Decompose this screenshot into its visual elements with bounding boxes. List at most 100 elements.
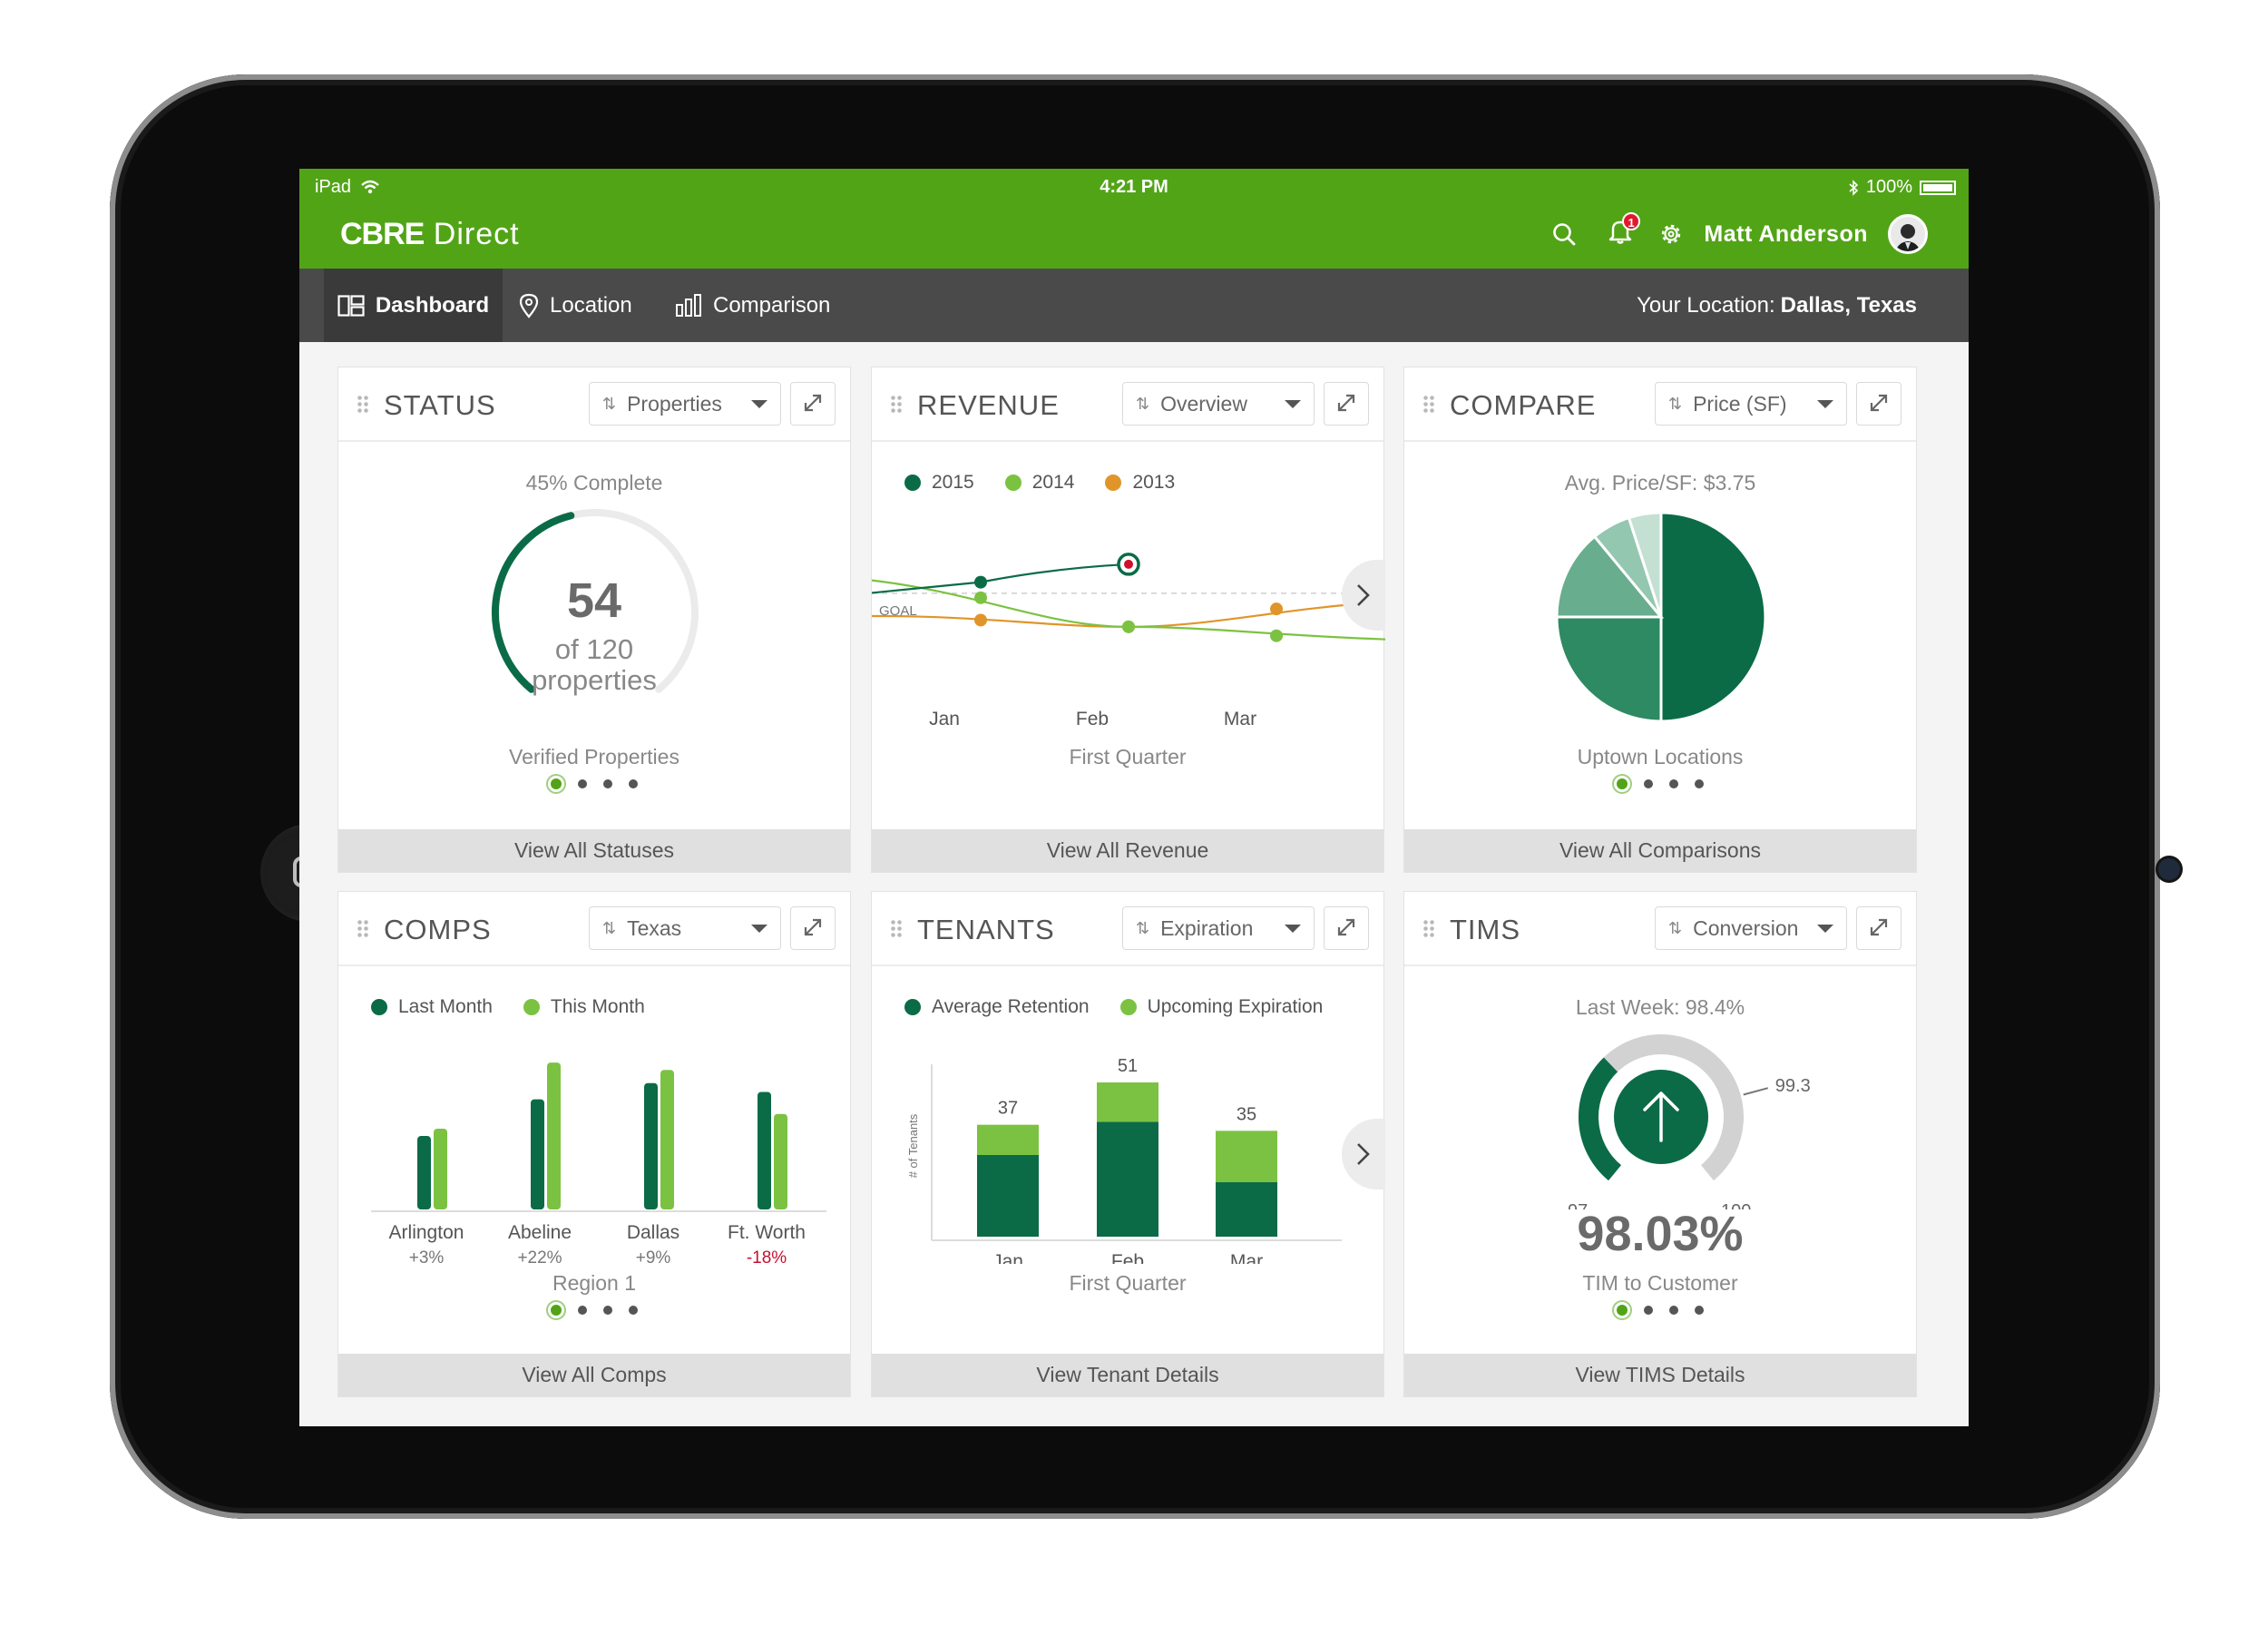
expand-button[interactable]: [1324, 906, 1369, 950]
drag-handle-icon[interactable]: [890, 395, 903, 415]
view-all-comparisons-button[interactable]: View All Comparisons: [1404, 829, 1916, 872]
location-value: Dallas, Texas: [1780, 292, 1917, 318]
bar-segment: [1216, 1131, 1277, 1182]
card-filter-dropdown[interactable]: ⇅ Overview: [1122, 382, 1315, 426]
view-all-comps-button[interactable]: View All Comps: [338, 1354, 850, 1396]
data-point: [1270, 629, 1283, 642]
bar-total-label: 51: [1118, 1056, 1138, 1076]
card-title: COMPARE: [1450, 389, 1597, 421]
change-label: +22%: [517, 1248, 562, 1264]
drag-handle-icon[interactable]: [1422, 395, 1435, 415]
device-label: iPad: [315, 177, 380, 198]
tab-location[interactable]: Location: [519, 269, 632, 342]
tims-value: 98.03%: [1577, 1207, 1744, 1261]
target-marker: [1743, 1087, 1769, 1096]
notifications-button[interactable]: 1: [1608, 211, 1641, 251]
chevron-down-icon: [1817, 400, 1833, 408]
tims-subtitle: Last Week: 98.4%: [1575, 995, 1745, 1019]
data-point: [1270, 602, 1283, 616]
legend-item: 2015: [904, 472, 974, 494]
sort-icon: ⇅: [1668, 918, 1683, 937]
card-title: TENANTS: [917, 914, 1055, 945]
wifi-icon: [360, 180, 379, 194]
sort-icon: ⇅: [602, 918, 617, 937]
data-point: [974, 613, 987, 627]
card-filter-dropdown[interactable]: ⇅ Texas: [589, 906, 781, 950]
bar: [547, 1062, 561, 1209]
current-location: Your Location: Dallas, Texas: [1637, 292, 1917, 318]
card-header: TIMS ⇅ Conversion: [1404, 892, 1916, 966]
bluetooth-icon: [1849, 179, 1859, 196]
gear-icon[interactable]: [1658, 221, 1684, 247]
highlight-point-core: [1124, 559, 1133, 569]
bar: [758, 1091, 771, 1209]
card-header: COMPS ⇅ Texas: [338, 892, 850, 966]
bar-segment: [1097, 1121, 1158, 1237]
expand-icon: [1337, 918, 1355, 936]
card-title: COMPS: [384, 914, 492, 945]
tab-comparison-label: Comparison: [713, 292, 831, 318]
x-tick-label: Abeline: [508, 1222, 572, 1243]
app-header: iPad 4:21 PM 100% CBRE Direct: [299, 169, 1969, 269]
legend-item: 2013: [1105, 472, 1175, 494]
view-tenant-details-button[interactable]: View Tenant Details: [872, 1354, 1383, 1396]
expand-button[interactable]: [1856, 382, 1901, 426]
x-tick-label: Mar: [1230, 1251, 1263, 1264]
legend-item: 2014: [1004, 472, 1074, 494]
clock: 4:21 PM: [1100, 177, 1168, 197]
tab-dashboard[interactable]: Dashboard: [324, 269, 503, 342]
data-point: [974, 575, 987, 589]
card-filter-dropdown[interactable]: ⇅ Properties: [589, 382, 781, 426]
screen: iPad 4:21 PM 100% CBRE Direct: [299, 169, 1969, 1426]
tab-dashboard-label: Dashboard: [375, 292, 490, 318]
search-icon[interactable]: [1551, 221, 1577, 247]
drag-handle-icon[interactable]: [357, 919, 369, 939]
drag-handle-icon[interactable]: [890, 919, 903, 939]
goal-label: GOAL: [879, 603, 917, 619]
view-all-statuses-button[interactable]: View All Statuses: [338, 829, 850, 872]
tenants-legend: Average Retention Upcoming Expiration: [904, 996, 1323, 1018]
tab-comparison[interactable]: Comparison: [675, 269, 830, 342]
brand-logo[interactable]: CBRE Direct: [340, 217, 520, 251]
bar: [644, 1082, 658, 1209]
expand-button[interactable]: [1324, 382, 1369, 426]
compare-card: COMPARE ⇅ Price (SF) Avg. Price/SF: $3.7…: [1403, 367, 1917, 873]
status-bar: iPad 4:21 PM 100%: [299, 169, 1969, 201]
change-label: +3%: [409, 1248, 445, 1264]
bar-segment: [977, 1124, 1039, 1155]
user-name[interactable]: Matt Anderson: [1704, 220, 1868, 247]
card-filter-dropdown[interactable]: ⇅ Expiration: [1122, 906, 1315, 950]
gauge-max-label: 100: [1721, 1201, 1751, 1209]
pager-dots[interactable]: [1404, 778, 1916, 789]
expand-button[interactable]: [790, 906, 836, 950]
drag-handle-icon[interactable]: [357, 395, 369, 415]
header-actions: 1 Matt Anderson: [1551, 211, 1928, 254]
y-axis-label: # of Tenants: [906, 1113, 920, 1178]
pie-slice: [1627, 513, 1663, 618]
expand-icon: [1870, 918, 1888, 936]
pager-dots[interactable]: [1404, 1305, 1916, 1316]
next-button[interactable]: [1342, 560, 1385, 631]
tims-gauge: 99.3 97 100: [1568, 1034, 1811, 1209]
pager-dots[interactable]: [338, 778, 850, 789]
drag-handle-icon[interactable]: [1422, 919, 1435, 939]
card-filter-dropdown[interactable]: ⇅ Conversion: [1655, 906, 1847, 950]
pie-slice: [1555, 615, 1663, 723]
tims-card: TIMS ⇅ Conversion Last Week: 98.4% 99.3 9…: [1403, 891, 1917, 1397]
expand-button[interactable]: [790, 382, 836, 426]
view-tims-details-button[interactable]: View TIMS Details: [1404, 1354, 1916, 1396]
card-header: STATUS ⇅ Properties: [338, 367, 850, 442]
pager-dots[interactable]: [338, 1305, 850, 1316]
compare-caption: Uptown Locations: [1577, 745, 1744, 768]
next-button[interactable]: [1342, 1119, 1385, 1189]
view-all-revenue-button[interactable]: View All Revenue: [872, 829, 1383, 872]
series-line: [872, 563, 1129, 594]
status-subtitle: 45% Complete: [525, 471, 663, 494]
card-filter-dropdown[interactable]: ⇅ Price (SF): [1655, 382, 1847, 426]
chevron-down-icon: [751, 400, 767, 408]
avatar[interactable]: [1888, 214, 1928, 254]
expand-button[interactable]: [1856, 906, 1901, 950]
x-tick-label: Jan: [992, 1251, 1023, 1264]
status-caption: Verified Properties: [509, 745, 679, 768]
sort-icon: ⇅: [1136, 394, 1150, 413]
